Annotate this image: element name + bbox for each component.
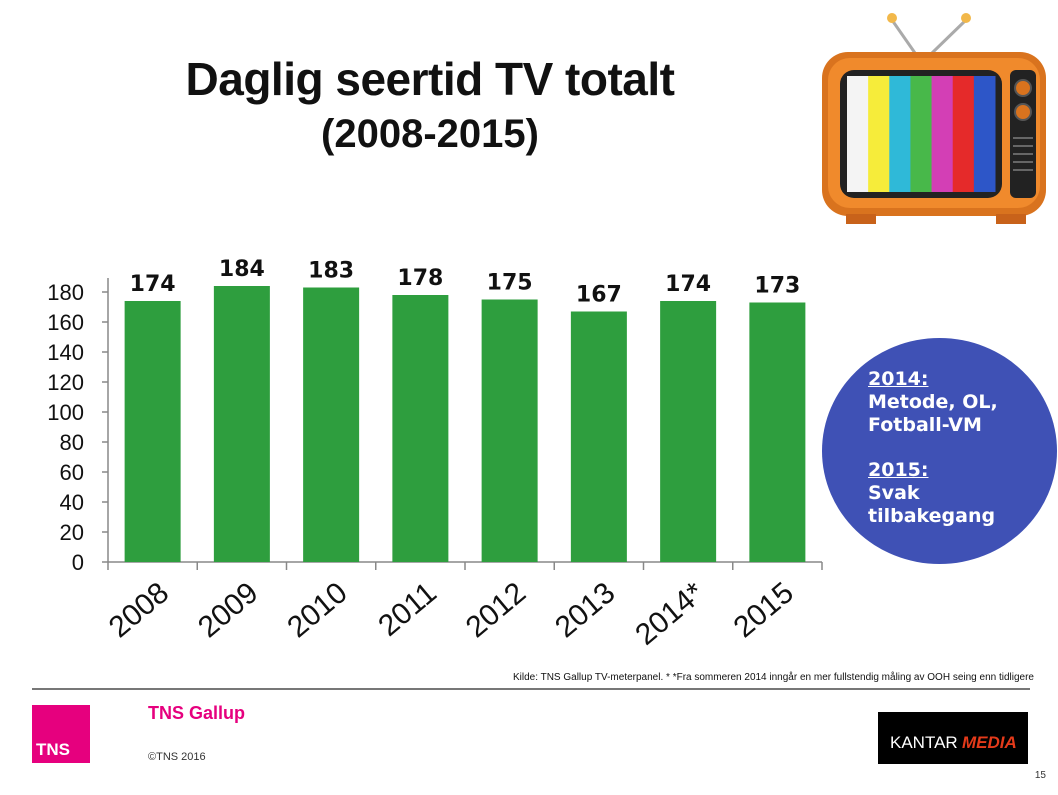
- x-tick-label: 2010: [281, 576, 353, 644]
- data-label: 174: [665, 272, 711, 297]
- data-label: 184: [219, 257, 265, 282]
- note-text-2015-line1: Svak: [868, 482, 920, 504]
- x-tick-label: 2012: [460, 576, 532, 644]
- y-tick-label: 160: [47, 310, 84, 335]
- y-tick-label: 40: [60, 490, 84, 515]
- bar: [481, 299, 538, 562]
- tns-logo-text: TNS: [36, 740, 70, 759]
- bar: [303, 287, 360, 562]
- bar-chart: 0 20 40 60 80 100 120 140 160 180 174 2008 184 2009 18…: [47, 257, 823, 652]
- page-number: 15: [1034, 770, 1046, 781]
- x-tick-label: 2008: [103, 576, 175, 644]
- data-label: 183: [308, 259, 354, 284]
- y-tick-label: 180: [47, 280, 84, 305]
- tv-color-bar: [910, 76, 933, 192]
- tns-logo: TNS: [32, 705, 90, 763]
- bar: [660, 301, 717, 562]
- y-tick-label: 120: [47, 370, 84, 395]
- tv-illustration-icon: [822, 13, 1046, 224]
- media-logo-text: MEDIA: [962, 733, 1017, 752]
- bar: [570, 311, 627, 562]
- x-tick-label: 2013: [549, 576, 621, 644]
- tv-color-bar: [847, 76, 869, 192]
- data-label: 175: [487, 271, 533, 296]
- x-tick-label: 2011: [372, 576, 443, 643]
- tv-color-bar: [868, 76, 890, 192]
- note-text-2014-line1: Metode, OL,: [868, 391, 998, 413]
- note-heading-2015: 2015:: [868, 459, 929, 481]
- tv-color-bar: [889, 76, 911, 192]
- data-label: 173: [754, 274, 800, 299]
- footer-divider: [32, 688, 1030, 690]
- note-text-2014-line2: Fotball-VM: [868, 414, 982, 436]
- note-bubble: 2014: Metode, OL, Fotball-VM 2015: Svak …: [822, 338, 1057, 564]
- y-tick-label: 60: [60, 460, 84, 485]
- bar: [749, 302, 806, 562]
- brand-name: TNS Gallup: [148, 703, 246, 723]
- data-label: 178: [397, 266, 443, 291]
- chart-subtitle: (2008-2015): [321, 112, 539, 156]
- y-tick-label: 100: [47, 400, 84, 425]
- tv-color-bar: [931, 76, 954, 192]
- tv-color-bar: [973, 76, 996, 192]
- y-tick-label: 20: [60, 520, 84, 545]
- bar: [124, 301, 181, 562]
- x-tick-label: 2009: [192, 576, 264, 644]
- x-tick-label: 2015: [728, 576, 800, 644]
- copyright: ©TNS 2016: [148, 751, 206, 763]
- note-text-2015-line2: tilbakegang: [868, 505, 996, 527]
- data-label: 174: [130, 272, 176, 297]
- bar: [392, 295, 449, 562]
- note-heading-2014: 2014:: [868, 368, 929, 390]
- source-note: Kilde: TNS Gallup TV-meterpanel. * *Fra …: [512, 672, 1034, 683]
- data-label: 167: [576, 283, 622, 308]
- tv-color-bar: [952, 76, 975, 192]
- y-tick-label: 0: [72, 550, 84, 575]
- x-tick-label: 2014*: [629, 576, 711, 652]
- chart-title: Daglig seertid TV totalt: [185, 53, 675, 105]
- y-tick-label: 80: [60, 430, 84, 455]
- kantar-logo-text: KANTAR: [890, 733, 958, 752]
- bar: [213, 286, 270, 562]
- y-tick-label: 140: [47, 340, 84, 365]
- kantar-media-logo: KANTAR MEDIA: [878, 712, 1028, 764]
